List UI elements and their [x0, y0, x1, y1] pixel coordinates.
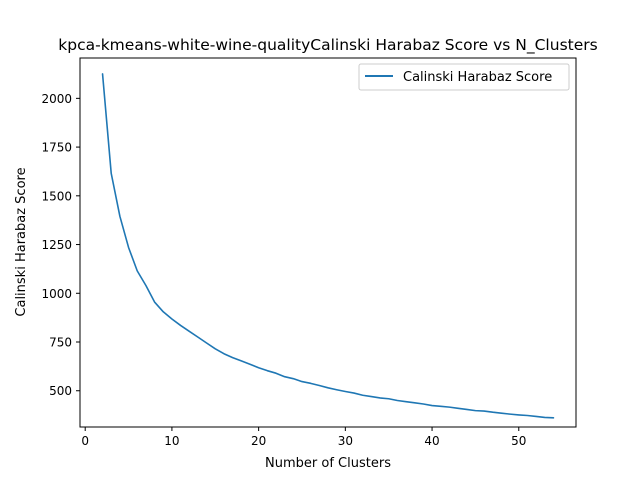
x-tick-label: 30: [338, 434, 353, 448]
x-tick-label: 40: [424, 434, 439, 448]
y-tick-label: 2000: [41, 92, 72, 106]
series-line-0: [101, 73, 555, 419]
y-tick-label: 1000: [41, 287, 72, 301]
x-tick-label: 10: [164, 434, 179, 448]
chart-title: kpca-kmeans-white-wine-qualityCalinski H…: [58, 36, 597, 55]
x-axis: 0 10 20 30 40 50: [81, 427, 526, 448]
legend: Calinski Harabaz Score: [358, 63, 570, 91]
x-tick-label: 50: [511, 434, 526, 448]
x-tick-label: 0: [81, 434, 89, 448]
y-tick-label: 1750: [41, 141, 72, 155]
y-axis: 500 750 1000 1250 1500 1750 2000: [41, 92, 80, 398]
y-axis-label: Calinski Harabaz Score: [14, 167, 29, 316]
x-axis-label: Number of Clusters: [265, 456, 391, 471]
y-tick-label: 750: [49, 336, 72, 350]
y-tick-label: 1250: [41, 238, 72, 252]
y-tick-label: 500: [49, 384, 72, 398]
x-tick-label: 20: [251, 434, 266, 448]
y-tick-label: 1500: [41, 189, 72, 203]
axes-frame: [79, 57, 577, 428]
legend-box: [358, 63, 570, 91]
plot-area: [101, 73, 555, 419]
legend-label: Calinski Harabaz Score: [403, 70, 552, 85]
